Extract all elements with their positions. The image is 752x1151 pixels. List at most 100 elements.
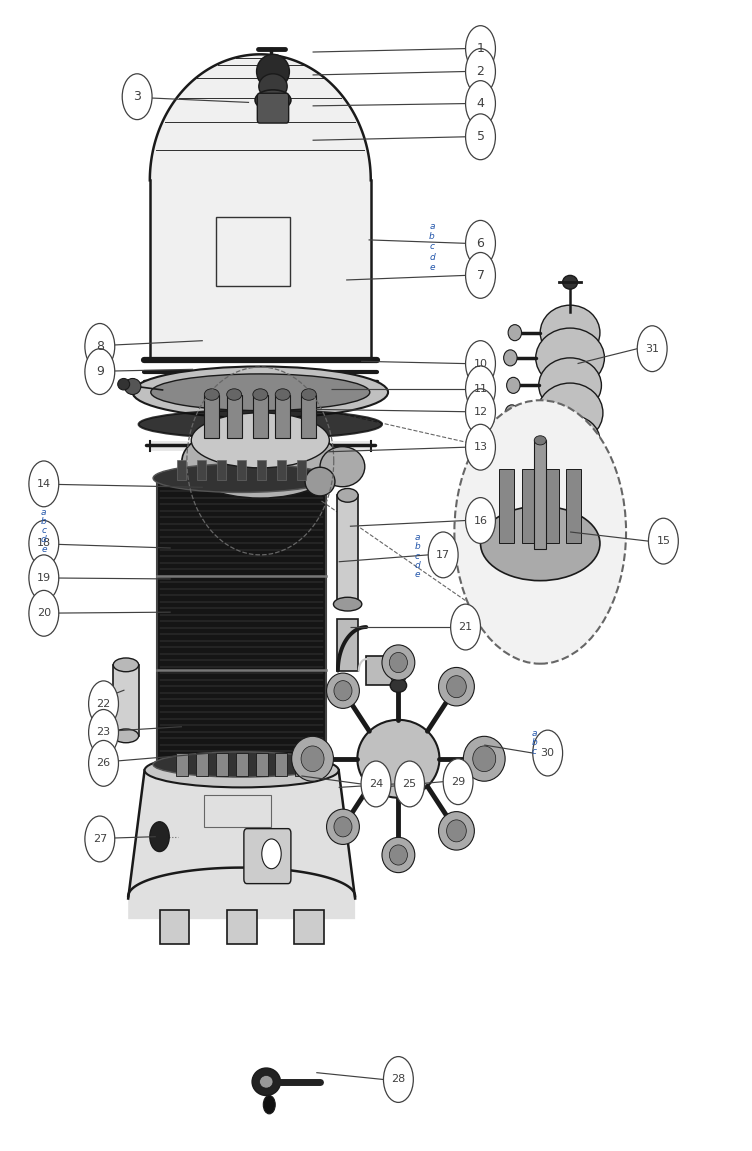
Ellipse shape (334, 680, 352, 701)
Text: 10: 10 (474, 359, 487, 368)
Text: b: b (429, 233, 435, 241)
Text: c: c (532, 747, 537, 756)
Text: d: d (414, 561, 420, 570)
Text: 17: 17 (436, 550, 450, 559)
Ellipse shape (259, 74, 287, 99)
Ellipse shape (447, 676, 466, 698)
Bar (196, 753, 208, 776)
Text: 22: 22 (96, 699, 111, 709)
Text: c: c (41, 526, 47, 535)
Text: 30: 30 (541, 748, 555, 759)
Text: 14: 14 (37, 479, 51, 489)
Text: b: b (41, 517, 47, 526)
Bar (297, 459, 306, 480)
Bar (302, 395, 317, 439)
Bar (205, 395, 220, 439)
Circle shape (150, 822, 169, 852)
Ellipse shape (357, 719, 439, 798)
Bar (226, 910, 256, 944)
Bar (256, 753, 268, 776)
Ellipse shape (114, 658, 138, 672)
Ellipse shape (511, 462, 525, 478)
Bar (114, 665, 138, 735)
Text: b: b (414, 542, 420, 551)
Bar (253, 395, 268, 439)
Ellipse shape (256, 54, 290, 89)
Bar (176, 753, 188, 776)
Ellipse shape (337, 488, 358, 502)
Ellipse shape (182, 424, 338, 498)
Text: 29: 29 (451, 777, 465, 786)
Text: a: a (532, 729, 537, 738)
Circle shape (443, 759, 473, 805)
Text: 1: 1 (477, 43, 484, 55)
Ellipse shape (540, 305, 600, 360)
Circle shape (361, 761, 391, 807)
Bar (216, 218, 290, 285)
Circle shape (465, 366, 496, 412)
Circle shape (428, 532, 458, 578)
Text: 26: 26 (96, 759, 111, 769)
Text: a: a (41, 508, 47, 517)
Ellipse shape (259, 1075, 273, 1088)
Circle shape (29, 520, 59, 566)
Ellipse shape (118, 379, 129, 390)
Text: 15: 15 (656, 536, 670, 546)
Bar (275, 753, 287, 776)
Text: 20: 20 (37, 608, 51, 618)
Circle shape (384, 1057, 414, 1103)
Ellipse shape (508, 325, 522, 341)
Circle shape (85, 816, 115, 862)
Bar (294, 910, 324, 944)
Bar (216, 753, 228, 776)
Polygon shape (150, 181, 371, 360)
Text: d: d (429, 252, 435, 261)
Bar (235, 753, 247, 776)
Circle shape (29, 555, 59, 601)
Ellipse shape (153, 752, 330, 777)
Polygon shape (128, 770, 355, 897)
Text: 6: 6 (477, 237, 484, 250)
Ellipse shape (535, 328, 605, 388)
Ellipse shape (255, 90, 291, 110)
Ellipse shape (326, 673, 359, 708)
Circle shape (465, 220, 496, 266)
Circle shape (262, 839, 281, 869)
Ellipse shape (382, 837, 415, 872)
Circle shape (465, 81, 496, 127)
Ellipse shape (390, 653, 408, 672)
Circle shape (465, 497, 496, 543)
Circle shape (532, 730, 562, 776)
Bar (217, 459, 226, 480)
Ellipse shape (302, 389, 317, 401)
Circle shape (465, 114, 496, 160)
Circle shape (465, 25, 496, 71)
Text: e: e (414, 570, 420, 579)
Bar (237, 459, 246, 480)
Text: 5: 5 (477, 130, 484, 143)
Circle shape (648, 518, 678, 564)
Text: e: e (429, 262, 435, 272)
Text: 23: 23 (96, 727, 111, 738)
Ellipse shape (382, 645, 415, 680)
Ellipse shape (114, 729, 138, 742)
Bar (337, 619, 358, 671)
Circle shape (85, 349, 115, 395)
Ellipse shape (333, 597, 362, 611)
Text: c: c (429, 242, 435, 251)
Bar (337, 495, 358, 604)
Text: a: a (414, 533, 420, 542)
Ellipse shape (538, 358, 602, 413)
Text: 18: 18 (37, 539, 51, 548)
Circle shape (85, 323, 115, 369)
Ellipse shape (305, 467, 335, 496)
Circle shape (89, 709, 119, 755)
Ellipse shape (543, 448, 597, 493)
Bar (275, 395, 290, 439)
Text: 9: 9 (96, 365, 104, 379)
Ellipse shape (540, 416, 600, 465)
Ellipse shape (320, 447, 365, 487)
Ellipse shape (275, 389, 290, 401)
Ellipse shape (153, 464, 330, 493)
Ellipse shape (504, 350, 517, 366)
